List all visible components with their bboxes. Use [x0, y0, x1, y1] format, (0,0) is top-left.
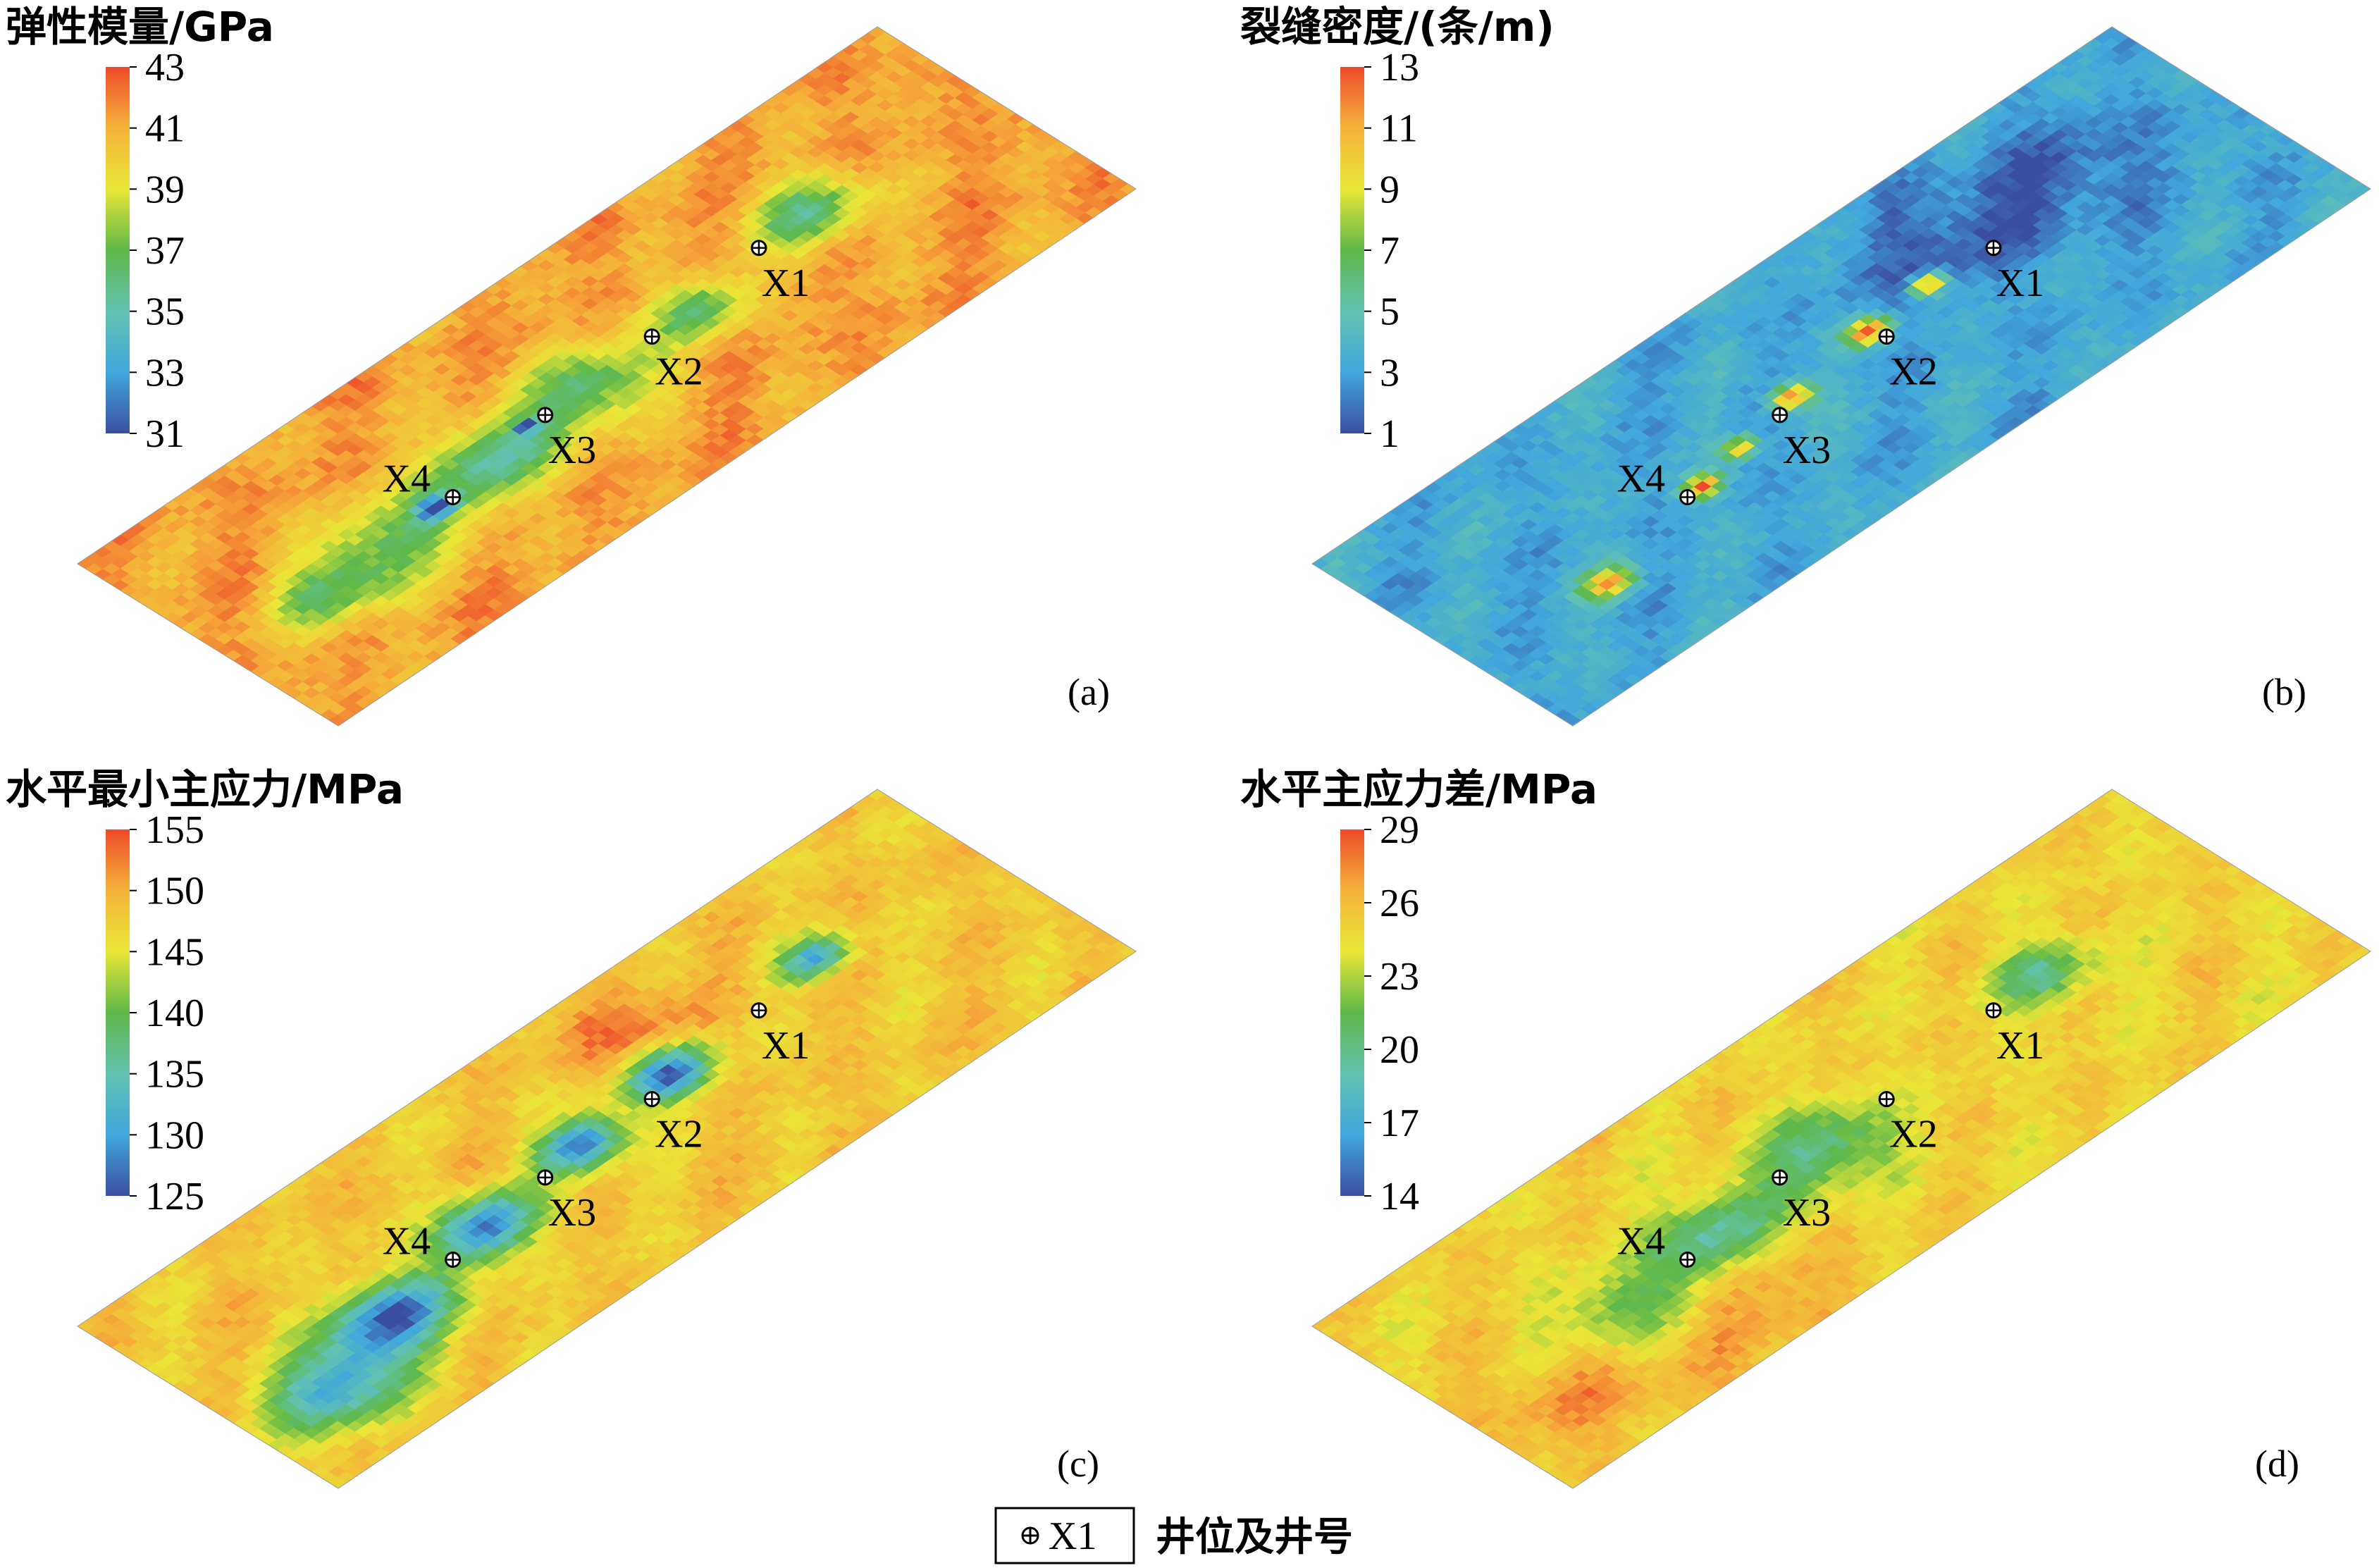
panel-a-title: 弹性模量/GPa: [6, 3, 274, 51]
map-field: [78, 27, 1136, 726]
well-marker: X1: [750, 240, 810, 305]
panel-a-colorbar: 43 41 39 37 35 33 31: [106, 46, 185, 456]
panel-b-colorbar: 13 11 9 7 5 3 1: [1340, 46, 1419, 456]
panel-a-map: X1 X2 X3 X4: [77, 26, 1137, 727]
colorbar-tick-label: 31: [145, 412, 185, 456]
colorbar-tick-label: 9: [1380, 168, 1399, 211]
colorbar-tick-label: 43: [145, 46, 185, 89]
well-marker: X4: [383, 457, 462, 506]
colorbar-tick-label: 3: [1380, 351, 1399, 395]
colorbar-tick-label: 1: [1380, 412, 1399, 456]
colorbar-gradient: [106, 67, 130, 433]
map-field: [1312, 27, 2371, 726]
colorbar-tick-label: 41: [145, 107, 185, 151]
colorbar-tick-label: 13: [1380, 46, 1419, 89]
panel-a-label: (a): [1068, 671, 1110, 713]
panel-a: 弹性模量/GPa 43 41 39 37 35 33 31 X1 X2 X3 X4 (a): [6, 3, 1137, 727]
colorbar-tick-label: 33: [145, 351, 185, 395]
well-label: X4: [383, 457, 431, 501]
colorbar-tick-label: 39: [145, 168, 185, 211]
well-marker: X3: [537, 407, 596, 472]
well-label: X1: [762, 261, 810, 305]
map-outline: [77, 26, 1137, 727]
colorbar-gradient: [1340, 67, 1364, 433]
panel-b-title: 裂缝密度/(条/m): [1240, 3, 1555, 51]
colorbar-tick-label: 35: [145, 290, 185, 334]
colorbar-tick-label: 5: [1380, 290, 1399, 334]
well-marker: X2: [643, 328, 703, 394]
colorbar-tick-label: 7: [1380, 229, 1399, 273]
well-label: X3: [548, 428, 596, 472]
colorbar-tick-label: 11: [1380, 107, 1418, 151]
colorbar-tick-label: 37: [145, 229, 185, 273]
well-label: X2: [655, 350, 703, 394]
